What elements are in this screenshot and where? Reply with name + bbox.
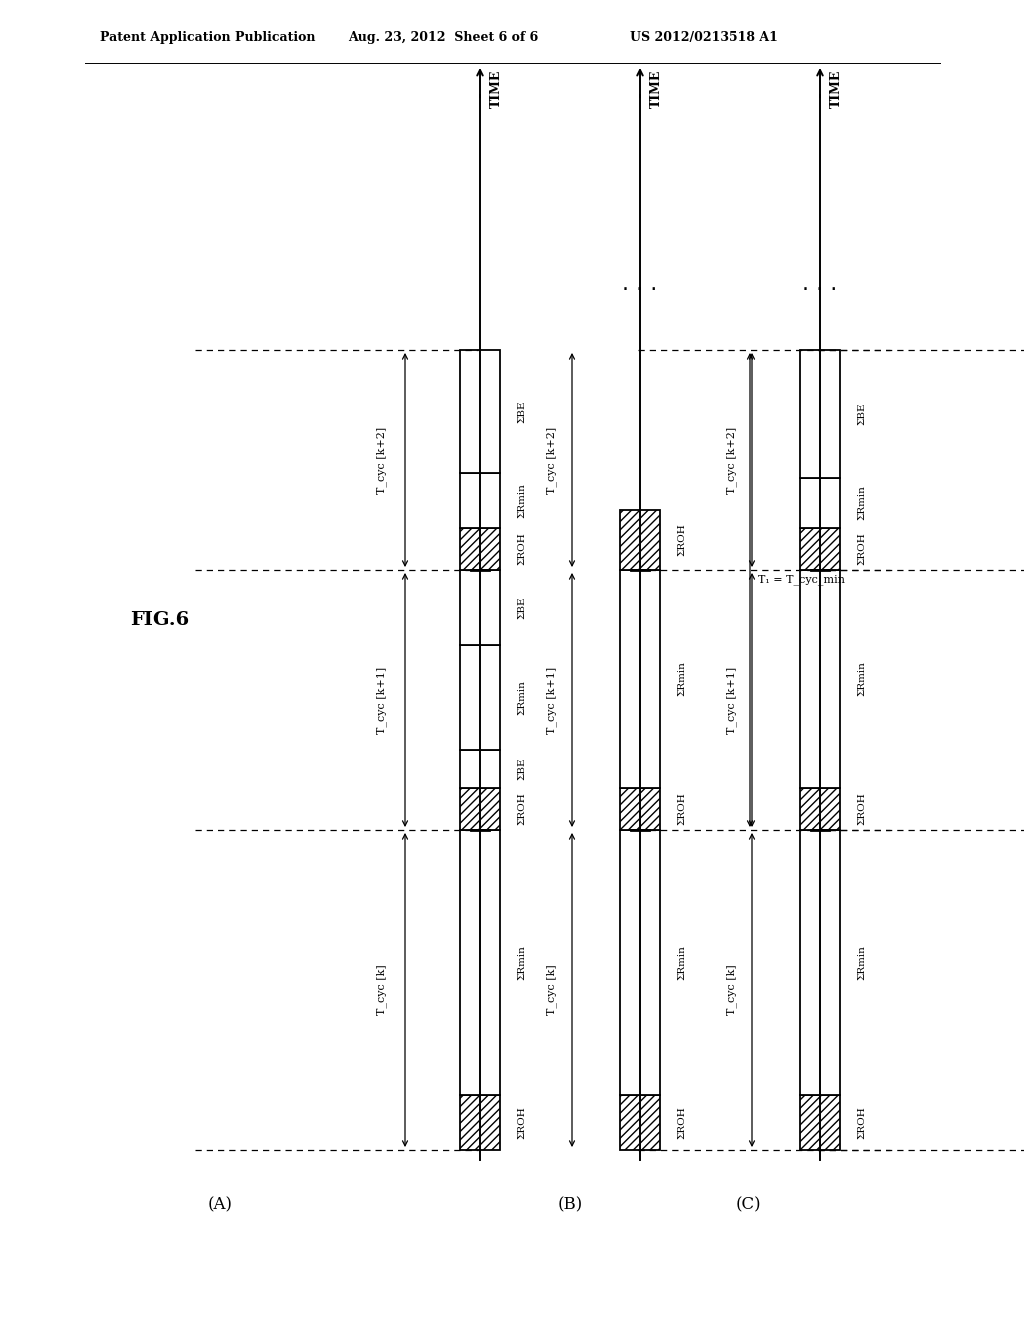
Text: ΣROH: ΣROH [857,1106,866,1139]
Bar [460,473,500,528]
Text: T₁ = T_cyc_min: T₁ = T_cyc_min [758,574,845,585]
Bar [800,570,840,788]
Text: T_cyc [k]: T_cyc [k] [547,965,557,1015]
Text: ΣRmin: ΣRmin [517,945,526,979]
Text: Patent Application Publication: Patent Application Publication [100,30,315,44]
Text: T_cyc [k+2]: T_cyc [k+2] [727,426,737,494]
Text: ΣBE: ΣBE [517,400,526,422]
Text: T_cyc [k+2]: T_cyc [k+2] [377,426,387,494]
Text: T_cyc [k]: T_cyc [k] [377,965,387,1015]
Bar [460,750,500,788]
Text: ΣROH: ΣROH [517,792,526,825]
Bar [460,830,500,1096]
Bar [460,528,500,570]
Text: ΣROH: ΣROH [857,792,866,825]
Text: ΣRmin: ΣRmin [517,483,526,517]
Text: ΣROH: ΣROH [517,533,526,565]
Text: T_cyc [k+1]: T_cyc [k+1] [727,667,737,734]
Text: ΣROH: ΣROH [857,533,866,565]
Bar [800,1096,840,1150]
Text: TIME: TIME [490,70,503,108]
Text: ΣRmin: ΣRmin [857,486,866,520]
Text: ΣROH: ΣROH [678,792,686,825]
Text: · · ·: · · · [623,280,657,300]
Bar [620,570,660,788]
Bar [460,788,500,830]
Text: ΣRmin: ΣRmin [678,661,686,697]
Bar [460,570,500,645]
Text: ΣBE: ΣBE [517,597,526,619]
Text: US 2012/0213518 A1: US 2012/0213518 A1 [630,30,778,44]
Text: ΣRmin: ΣRmin [857,945,866,979]
Bar [460,350,500,473]
Bar [620,510,660,570]
Text: ΣBE: ΣBE [857,403,866,425]
Bar [620,1096,660,1150]
Text: ΣBE: ΣBE [517,758,526,780]
Text: TIME: TIME [830,70,843,108]
Text: Aug. 23, 2012  Sheet 6 of 6: Aug. 23, 2012 Sheet 6 of 6 [348,30,539,44]
Text: (A): (A) [208,1196,232,1213]
Text: T_cyc [k+1]: T_cyc [k+1] [547,667,557,734]
Bar [620,788,660,830]
Bar [800,478,840,528]
Text: · · ·: · · · [803,280,838,300]
Text: ΣRmin: ΣRmin [857,661,866,697]
Text: (B): (B) [557,1196,583,1213]
Bar [620,830,660,1096]
Text: FIG.6: FIG.6 [130,611,189,630]
Text: ΣROH: ΣROH [678,524,686,556]
Bar [800,350,840,478]
Text: ΣRmin: ΣRmin [517,680,526,715]
Bar [800,830,840,1096]
Text: ΣROH: ΣROH [517,1106,526,1139]
Text: T_cyc [k+1]: T_cyc [k+1] [377,667,387,734]
Bar [800,528,840,570]
Text: T_cyc [k]: T_cyc [k] [727,965,737,1015]
Bar [460,645,500,750]
Bar [800,788,840,830]
Text: ΣROH: ΣROH [678,1106,686,1139]
Text: TIME: TIME [650,70,663,108]
Bar [460,1096,500,1150]
Text: ΣRmin: ΣRmin [678,945,686,979]
Text: (C): (C) [735,1196,761,1213]
Text: T_cyc [k+2]: T_cyc [k+2] [547,426,557,494]
